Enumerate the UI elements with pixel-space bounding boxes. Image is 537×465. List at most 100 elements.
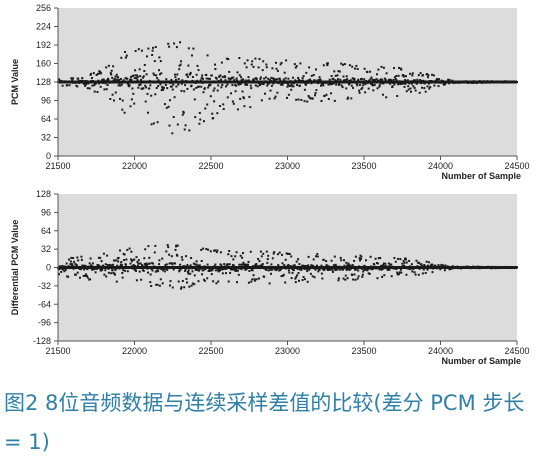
data-point (275, 78, 278, 81)
data-point (72, 77, 75, 80)
data-point (103, 88, 106, 91)
data-point (212, 117, 215, 120)
data-point (233, 79, 236, 82)
data-point (328, 78, 331, 81)
data-point (443, 83, 446, 86)
data-point (399, 268, 402, 271)
data-point (187, 64, 190, 67)
data-point (174, 73, 176, 76)
data-point (126, 248, 129, 251)
x-tick-label: 21500 (45, 346, 70, 356)
data-point (180, 60, 182, 63)
data-point (265, 250, 268, 253)
data-point (193, 98, 196, 101)
data-point (285, 59, 288, 62)
data-point (259, 250, 262, 253)
data-point (271, 67, 274, 70)
data-point (221, 84, 224, 86)
data-point (333, 255, 336, 258)
data-point (346, 264, 349, 267)
data-point (235, 77, 238, 80)
data-point (231, 268, 234, 271)
data-point (306, 100, 309, 103)
data-point (105, 88, 108, 91)
data-point (247, 263, 249, 266)
data-point (116, 79, 119, 82)
data-point (178, 68, 181, 71)
data-point (369, 255, 372, 258)
data-point (82, 274, 85, 277)
data-point (151, 49, 154, 52)
x-tick-label: 21500 (45, 161, 70, 171)
data-point (229, 271, 232, 274)
data-point (148, 256, 151, 259)
data-point (181, 113, 184, 116)
data-point (207, 77, 210, 80)
data-point (230, 255, 233, 258)
data-point (260, 255, 263, 258)
data-point (160, 89, 163, 92)
data-point (117, 84, 120, 87)
data-point (348, 82, 351, 85)
data-point (321, 82, 324, 85)
data-point (126, 270, 129, 273)
data-point (158, 259, 161, 262)
data-point (398, 66, 400, 69)
data-point (244, 268, 247, 271)
data-point (326, 62, 329, 65)
data-point (133, 77, 136, 80)
data-point (205, 248, 208, 250)
data-point (120, 83, 123, 86)
data-point (168, 45, 171, 48)
data-point (220, 264, 223, 267)
data-point (355, 64, 358, 67)
data-point (181, 79, 184, 82)
data-point (232, 258, 235, 261)
data-point (363, 78, 366, 81)
data-point (343, 259, 345, 262)
data-point (378, 85, 381, 88)
data-point (233, 268, 236, 271)
x-axis-title: Number of Sample (441, 356, 521, 366)
data-point (240, 79, 243, 82)
data-point (283, 71, 286, 74)
data-point (214, 68, 217, 70)
data-point (259, 77, 262, 80)
data-point (142, 269, 145, 272)
data-point (402, 260, 405, 262)
data-point (76, 85, 79, 88)
data-point (406, 79, 409, 82)
x-tick-label: 23500 (351, 161, 376, 171)
data-point (295, 260, 298, 263)
data-point (262, 252, 265, 255)
data-point (390, 275, 393, 278)
data-point (283, 264, 286, 267)
data-point (397, 257, 400, 260)
data-point (427, 261, 430, 264)
data-point (189, 71, 192, 74)
data-point (314, 92, 317, 95)
data-point (201, 74, 204, 77)
data-point (236, 281, 238, 284)
data-point (276, 268, 279, 271)
data-point (388, 268, 391, 271)
data-point (117, 76, 120, 79)
data-point (175, 46, 178, 49)
data-point (261, 82, 264, 85)
data-point (354, 278, 357, 281)
data-point (281, 262, 284, 265)
data-point (214, 63, 216, 66)
data-point (393, 257, 396, 259)
data-point (273, 251, 276, 254)
data-point (338, 70, 341, 73)
data-point (228, 263, 231, 266)
data-point (106, 79, 109, 82)
data-point (175, 85, 178, 88)
data-point (177, 280, 180, 283)
data-point (265, 66, 268, 69)
data-point (251, 60, 254, 63)
data-point (99, 256, 102, 259)
data-point (340, 62, 343, 65)
data-point (152, 46, 154, 49)
data-point (253, 278, 256, 281)
